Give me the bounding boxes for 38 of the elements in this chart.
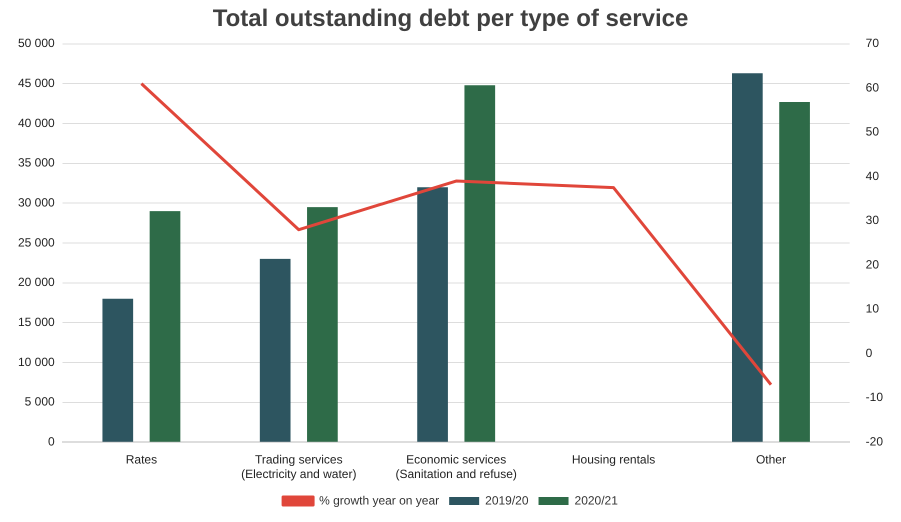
bar (464, 85, 496, 442)
bar (307, 207, 338, 442)
x-tick-label: Housing rentals (572, 452, 656, 467)
x-tick-label: Rates (126, 452, 158, 467)
chart-title: Total outstanding debt per type of service (212, 5, 688, 32)
y-tick-label: 20 000 (18, 275, 56, 290)
y-tick-label: 5 000 (24, 394, 56, 409)
bar (417, 187, 448, 442)
legend-label: 2020/21 (574, 493, 618, 508)
y2-tick-label: 0 (866, 346, 873, 360)
legend-label: % growth year on year (319, 493, 440, 508)
legend-label: 2019/20 (485, 493, 529, 508)
y-tick-label: 50 000 (18, 36, 56, 50)
bar (732, 73, 763, 442)
y2-tick-label: -20 (866, 434, 884, 449)
bar (779, 102, 810, 442)
y-tick-label: 30 000 (18, 195, 56, 210)
y-tick-label: 45 000 (18, 76, 56, 90)
y2-tick-label: 30 (866, 213, 880, 228)
x-tick-label: Trading services (Electricity and water) (241, 452, 356, 482)
y2-tick-label: 20 (866, 257, 880, 272)
y-tick-label: 35 000 (18, 156, 56, 170)
x-tick-label: Economic services (Sanitation and refuse) (395, 452, 517, 482)
bar (150, 211, 180, 442)
x-tick-label: Other (756, 452, 786, 467)
y2-tick-label: 50 (866, 124, 880, 139)
y2-tick-label: 70 (866, 36, 880, 50)
y2-tick-label: 10 (866, 302, 880, 316)
y-tick-label: 0 (48, 434, 56, 449)
y-tick-label: 40 000 (18, 116, 56, 130)
y-tick-label: 15 000 (18, 314, 56, 329)
y-tick-label: 10 000 (18, 354, 56, 369)
bar (260, 258, 291, 442)
bar (102, 298, 134, 442)
y2-tick-label: 60 (866, 80, 880, 94)
y2-tick-label: 40 (866, 168, 880, 183)
y2-tick-label: -10 (866, 390, 884, 404)
y-tick-label: 25 000 (18, 235, 56, 250)
